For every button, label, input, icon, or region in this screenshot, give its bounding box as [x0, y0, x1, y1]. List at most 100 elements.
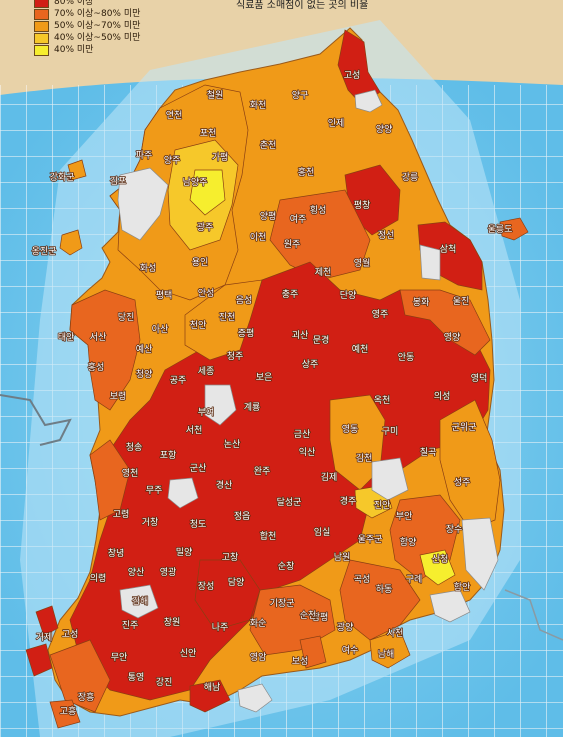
region-label: 영광 [160, 566, 177, 578]
region-label: 여수 [342, 644, 359, 656]
region-label: 평택 [156, 290, 173, 301]
region-label: 함안 [454, 582, 471, 593]
region-label: 연천 [166, 110, 183, 121]
region-label: 군위군 [452, 422, 477, 433]
region-zone [89, 439, 131, 521]
no-data-area [461, 517, 499, 591]
legend: 80% 이상 70% 이상~80% 미만 50% 이상~70% 미만 40% 이… [34, 0, 164, 56]
region-label: 청양 [136, 369, 153, 380]
region-label: 서천 [186, 425, 203, 436]
region-label: 거제 [36, 632, 53, 643]
legend-item: 50% 이상~70% 미만 [34, 20, 164, 32]
region-label: 청송 [126, 442, 143, 453]
region-label: 순창 [278, 561, 295, 572]
region-zone [419, 549, 456, 586]
region-label: 양평 [260, 211, 277, 222]
region-shapes [25, 27, 529, 729]
legend-item: 70% 이상~80% 미만 [34, 8, 164, 20]
region-label: 여주 [290, 213, 307, 225]
region-label: 광양 [337, 621, 354, 633]
region-label: 해남 [204, 682, 221, 693]
island [25, 643, 53, 677]
no-data-area [419, 244, 441, 281]
region-label: 양양 [376, 124, 393, 135]
region-label: 화천 [250, 100, 267, 111]
region-label: 증평 [238, 328, 255, 339]
region-zone [49, 639, 111, 713]
region-label: 삼척 [440, 244, 457, 255]
region-label: 아산 [152, 324, 169, 335]
no-data-area [371, 457, 409, 501]
legend-label: 40% 이상~50% 미만 [54, 33, 141, 43]
region-label: 충주 [282, 289, 299, 300]
region-label: 포항 [160, 450, 177, 461]
region-label: 의령 [90, 572, 107, 584]
region-zone [69, 289, 141, 411]
legend-label: 50% 이상~70% 미만 [54, 21, 141, 31]
region-label: 장성 [198, 581, 215, 592]
region-label: 밀양 [176, 546, 193, 558]
region-label: 칠곡 [420, 447, 437, 458]
no-data-area [354, 89, 383, 113]
legend-swatch [34, 21, 49, 32]
region-label: 임실 [314, 526, 331, 538]
region-label: 고창 [222, 552, 239, 563]
region-label: 고성 [62, 629, 79, 640]
region-label: 진주 [122, 620, 139, 631]
legend-item: 80% 이상 [34, 0, 164, 8]
region-label: 창원 [164, 617, 181, 628]
region-label: 옥천 [374, 395, 391, 406]
region-zone [194, 559, 261, 631]
region-zone [439, 399, 501, 531]
legend-swatch [34, 45, 49, 56]
region-label: 구례 [406, 574, 423, 585]
region-label: 경주 [340, 495, 357, 507]
region-label: 고흥 [60, 705, 77, 717]
region-label: 가평 [212, 152, 229, 163]
region-label: 서산 [90, 332, 107, 343]
region-label: 제천 [315, 267, 332, 278]
region-label: 정읍 [234, 511, 251, 522]
region-zone [189, 169, 226, 216]
region-label: 홍천 [298, 166, 315, 178]
region-label: 강진 [156, 677, 173, 688]
region-label: 무안 [111, 652, 128, 663]
region-label: 진안 [374, 500, 391, 511]
region-label: 울주군 [358, 534, 383, 545]
region-label: 구미 [382, 426, 399, 437]
region-label: 세종 [198, 366, 215, 377]
region-label: 광주 [197, 221, 214, 233]
region-label: 김해 [132, 595, 149, 607]
region-label: 홍성 [88, 361, 105, 373]
region-label: 계룡 [244, 401, 261, 413]
region-label: 춘천 [260, 140, 277, 151]
island [499, 217, 529, 241]
region-label: 양구 [292, 90, 309, 101]
no-data-area [237, 683, 273, 713]
region-label: 울릉도 [488, 224, 513, 235]
island [299, 635, 327, 669]
island [189, 679, 231, 713]
region-label: 부여 [198, 406, 215, 418]
region-label: 봉화 [413, 297, 430, 308]
no-data-area [119, 584, 159, 619]
no-data-area [204, 384, 237, 426]
region-label: 남해 [378, 649, 395, 660]
region-label: 무주 [146, 485, 163, 496]
region-label: 김천 [356, 452, 373, 464]
region-label: 철원 [207, 90, 224, 101]
region-label: 용인 [192, 257, 209, 268]
region-label: 영천 [122, 468, 139, 479]
region-label: 영암 [250, 651, 267, 663]
map-title: 식료품 소매점이 없는 곳의 비율 [236, 0, 369, 11]
region-label: 하동 [376, 584, 393, 595]
region-label: 울진 [453, 296, 470, 307]
region-label: 산청 [432, 554, 449, 565]
region-zone [269, 189, 371, 281]
legend-item: 40% 미만 [34, 44, 164, 56]
region-label: 예산 [136, 344, 153, 355]
no-data-area [429, 589, 471, 623]
region-label: 순천 [300, 610, 317, 621]
region-label: 안동 [398, 352, 415, 363]
